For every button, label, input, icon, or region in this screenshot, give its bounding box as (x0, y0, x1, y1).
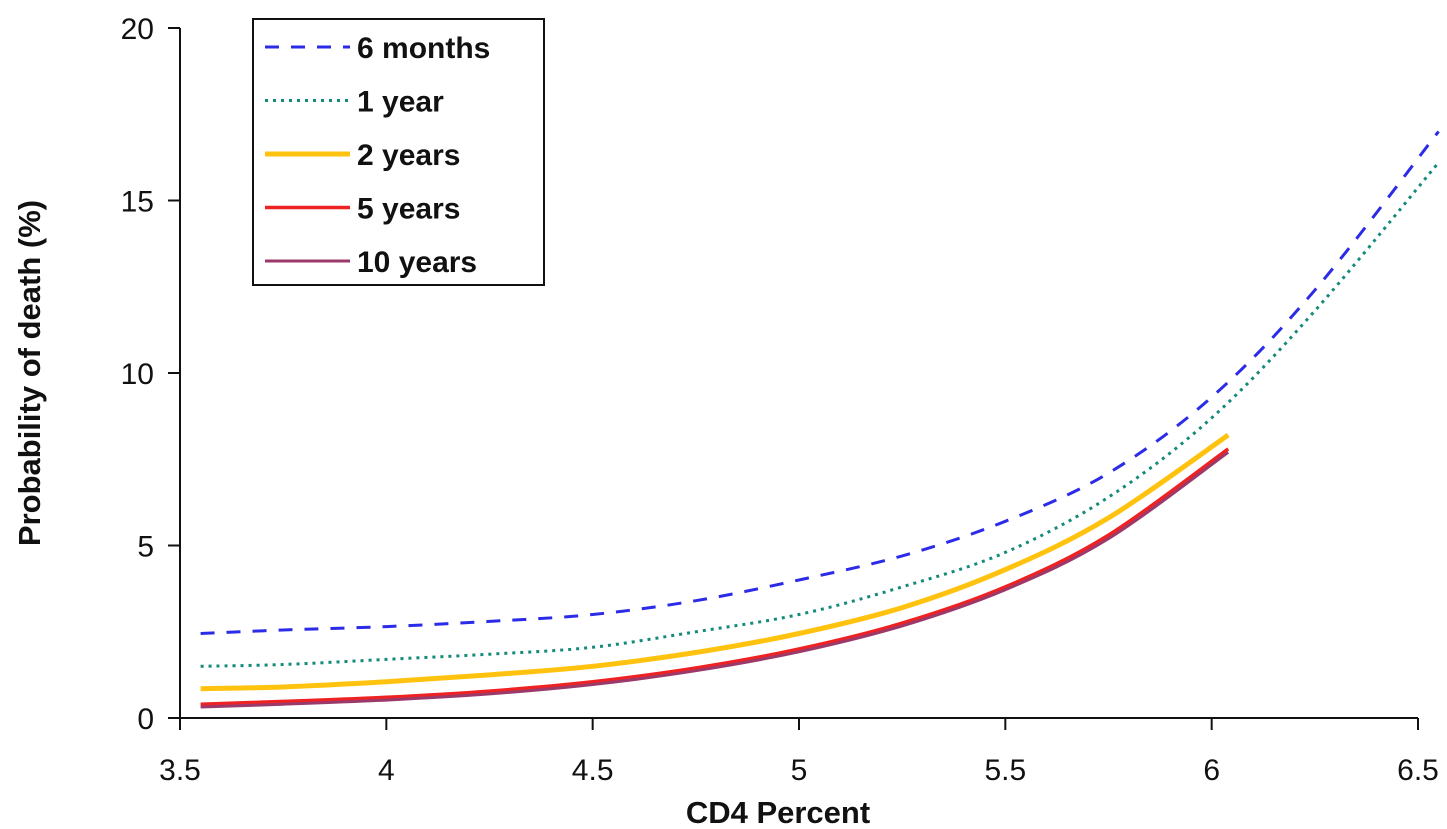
y-tick-label: 20 (121, 13, 154, 46)
x-tick-label: 5 (791, 754, 808, 787)
y-tick-label: 0 (137, 703, 154, 736)
tick-labels: 3.5 4 4.5 5 5.5 6 6.5 0 5 10 15 20 (121, 13, 1439, 787)
x-tick-label: 6.5 (1397, 754, 1439, 787)
y-tick-label: 10 (121, 358, 154, 391)
legend: 6 months 1 year 2 years 5 years 10 years (252, 18, 545, 286)
x-tick-label: 4.5 (572, 754, 614, 787)
legend-label-6-months: 6 months (357, 32, 490, 65)
y-tick-label: 5 (137, 531, 154, 564)
x-axis-title: CD4 Percent (686, 795, 870, 829)
legend-label-5-years: 5 years (357, 193, 460, 226)
x-tick-label: 6 (1203, 754, 1220, 787)
legend-label-10-years: 10 years (357, 246, 477, 279)
x-tick-label: 3.5 (159, 754, 201, 787)
series-line-2-years (200, 433, 1230, 692)
y-axis-title: Probability of death (%) (12, 200, 47, 546)
series-line-6-months (200, 130, 1440, 635)
legend-label-2-years: 2 years (357, 139, 460, 172)
y-tick-label: 15 (121, 186, 154, 219)
axes (168, 27, 1419, 730)
series-line-1-year (200, 161, 1440, 668)
series-line-10-years (200, 451, 1230, 709)
x-tick-label: 4 (378, 754, 395, 787)
x-tick-label: 5.5 (984, 754, 1026, 787)
series-line-5-years (200, 447, 1230, 706)
series-layer (200, 130, 1440, 709)
legend-label-1-year: 1 year (357, 86, 444, 119)
